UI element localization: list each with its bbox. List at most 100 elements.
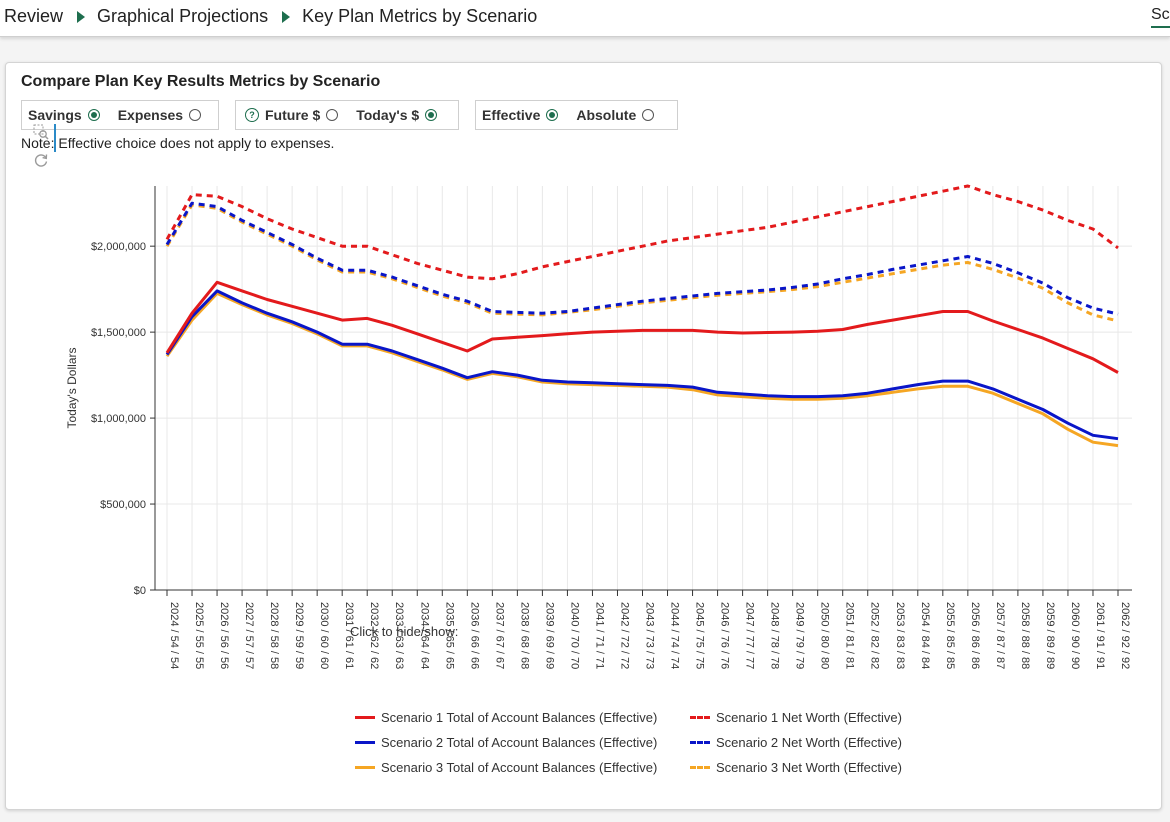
legend-item[interactable]: Scenario 1 Total of Account Balances (Ef… [355,708,657,726]
x-tick-label: 2042 / 72 / 72 [618,602,630,669]
x-tick-label: 2059 / 89 / 89 [1044,602,1056,669]
x-tick-label: 2046 / 76 / 76 [719,602,731,669]
x-tick-label: 2037 / 67 / 67 [493,602,505,669]
y-axis-label: Today's Dollars [65,348,79,429]
x-tick-label: 2045 / 75 / 75 [694,602,706,669]
x-tick-label: 2050 / 80 / 80 [819,602,831,669]
x-tick-label: 2043 / 73 / 73 [644,602,656,669]
legend-label: Scenario 2 Net Worth (Effective) [716,734,902,750]
series-line-1 [165,280,1119,374]
y-tick-label: $1,500,000 [91,327,146,339]
x-tick-label: 2040 / 70 / 70 [568,602,580,669]
x-tick-label: 2055 / 85 / 85 [944,602,956,669]
chart-toolbar [32,124,56,180]
legend-label: Scenario 3 Net Worth (Effective) [716,759,902,775]
legend-swatch [690,740,710,744]
absolute-option[interactable]: Absolute [576,107,655,123]
x-tick-label: 2047 / 77 / 77 [744,602,756,669]
x-tick-label: 2024 / 54 / 54 [168,602,180,669]
series-line-5 [165,291,1119,448]
panel-title: Compare Plan Key Results Metrics by Scen… [21,73,381,90]
legend-item[interactable]: Scenario 2 Net Worth (Effective) [690,733,902,751]
expenses-label: Expenses [117,107,184,123]
x-tick-label: 2034 / 64 / 64 [418,602,430,669]
x-tick-label: 2060 / 90 / 90 [1069,602,1081,669]
breadcrumb-review[interactable]: Review [4,6,64,26]
savings-radio[interactable] [87,109,100,121]
breadcrumb-graphical-projections[interactable]: Graphical Projections [97,6,269,26]
series-line-4 [165,201,1119,316]
breadcrumb: Review Graphical Projections Key Plan Me… [4,6,537,27]
x-tick-label: 2026 / 56 / 56 [218,602,230,669]
toolbar-active-indicator [54,124,56,152]
x-tick-label: 2049 / 79 / 79 [794,602,806,669]
legend-item[interactable]: Scenario 3 Net Worth (Effective) [690,758,902,776]
top-bar: Review Graphical Projections Key Plan Me… [0,0,1170,37]
future-today-toggle: ? Future $ Today's $ [235,100,459,130]
todays-dollars-option[interactable]: Today's $ [356,107,438,123]
future-dollars-option[interactable]: Future $ [265,107,339,123]
x-tick-label: 2027 / 57 / 57 [243,602,255,669]
x-tick-label: 2051 / 81 / 81 [844,602,856,669]
x-tick-label: 2057 / 87 / 87 [994,602,1006,669]
legend-swatch [355,740,375,744]
legend-label: Scenario 3 Total of Account Balances (Ef… [381,759,658,775]
absolute-radio[interactable] [642,109,655,121]
x-tick-label: 2035 / 65 / 65 [443,602,455,669]
todays-dollars-radio[interactable] [425,109,438,121]
breadcrumb-arrow-icon [77,10,86,23]
effective-label: Effective [482,107,541,123]
x-tick-label: 2031 / 61 / 61 [343,602,355,669]
legend-item[interactable]: Scenario 1 Net Worth (Effective) [690,708,902,726]
legend-swatch [355,765,375,769]
x-tick-label: 2061 / 91 / 91 [1094,602,1106,669]
x-tick-label: 2025 / 55 / 55 [193,602,205,669]
legend-label: Scenario 1 Net Worth (Effective) [716,709,902,725]
top-right-tab[interactable]: Sce [1151,6,1170,28]
y-tick-label: $2,000,000 [91,241,146,253]
x-tick-label: 2033 / 63 / 63 [393,602,405,669]
legend-label: Scenario 1 Total of Account Balances (Ef… [381,709,658,725]
breadcrumb-arrow-icon [282,10,291,23]
x-tick-label: 2032 / 62 / 62 [368,602,380,669]
x-tick-label: 2030 / 60 / 60 [318,602,330,669]
legend-item[interactable]: Scenario 3 Total of Account Balances (Ef… [355,758,657,776]
x-tick-label: 2041 / 71 / 71 [593,602,605,669]
future-dollars-label: Future $ [265,107,321,123]
x-tick-label: 2056 / 86 / 86 [969,602,981,669]
x-tick-label: 2058 / 88 / 88 [1019,602,1031,669]
help-icon[interactable]: ? [245,108,259,122]
x-tick-label: 2038 / 68 / 68 [518,602,530,669]
series-line-3 [165,289,1119,441]
effective-radio[interactable] [546,109,559,121]
savings-expenses-toggle: Savings Expenses [21,100,219,130]
legend-label: Scenario 2 Total of Account Balances (Ef… [381,734,658,750]
legend-swatch [355,715,375,719]
x-tick-label: 2062 / 92 / 92 [1119,602,1131,669]
y-tick-label: $0 [134,585,146,597]
x-tick-label: 2036 / 66 / 66 [468,602,480,669]
x-tick-label: 2052 / 82 / 82 [869,602,881,669]
todays-dollars-label: Today's $ [356,107,420,123]
legend-title: Click to hide/show: [350,624,459,639]
x-tick-label: 2044 / 74 / 74 [669,602,681,669]
series-line-2 [165,184,1119,281]
reset-icon[interactable] [32,152,50,170]
x-tick-label: 2039 / 69 / 69 [543,602,555,669]
x-tick-label: 2054 / 84 / 84 [919,602,931,669]
legend-swatch [690,715,710,719]
absolute-label: Absolute [576,107,637,123]
expenses-radio[interactable] [189,109,202,121]
x-tick-label: 2053 / 83 / 83 [894,602,906,669]
y-tick-label: $500,000 [100,499,146,511]
effective-option[interactable]: Effective [482,107,559,123]
savings-option[interactable]: Savings [28,107,100,123]
savings-label: Savings [28,107,82,123]
x-tick-label: 2028 / 58 / 58 [268,602,280,669]
x-tick-label: 2048 / 78 / 78 [769,602,781,669]
box-zoom-icon[interactable] [32,124,50,142]
legend-item[interactable]: Scenario 2 Total of Account Balances (Ef… [355,733,657,751]
future-dollars-radio[interactable] [326,109,339,121]
expenses-option[interactable]: Expenses [117,107,202,123]
